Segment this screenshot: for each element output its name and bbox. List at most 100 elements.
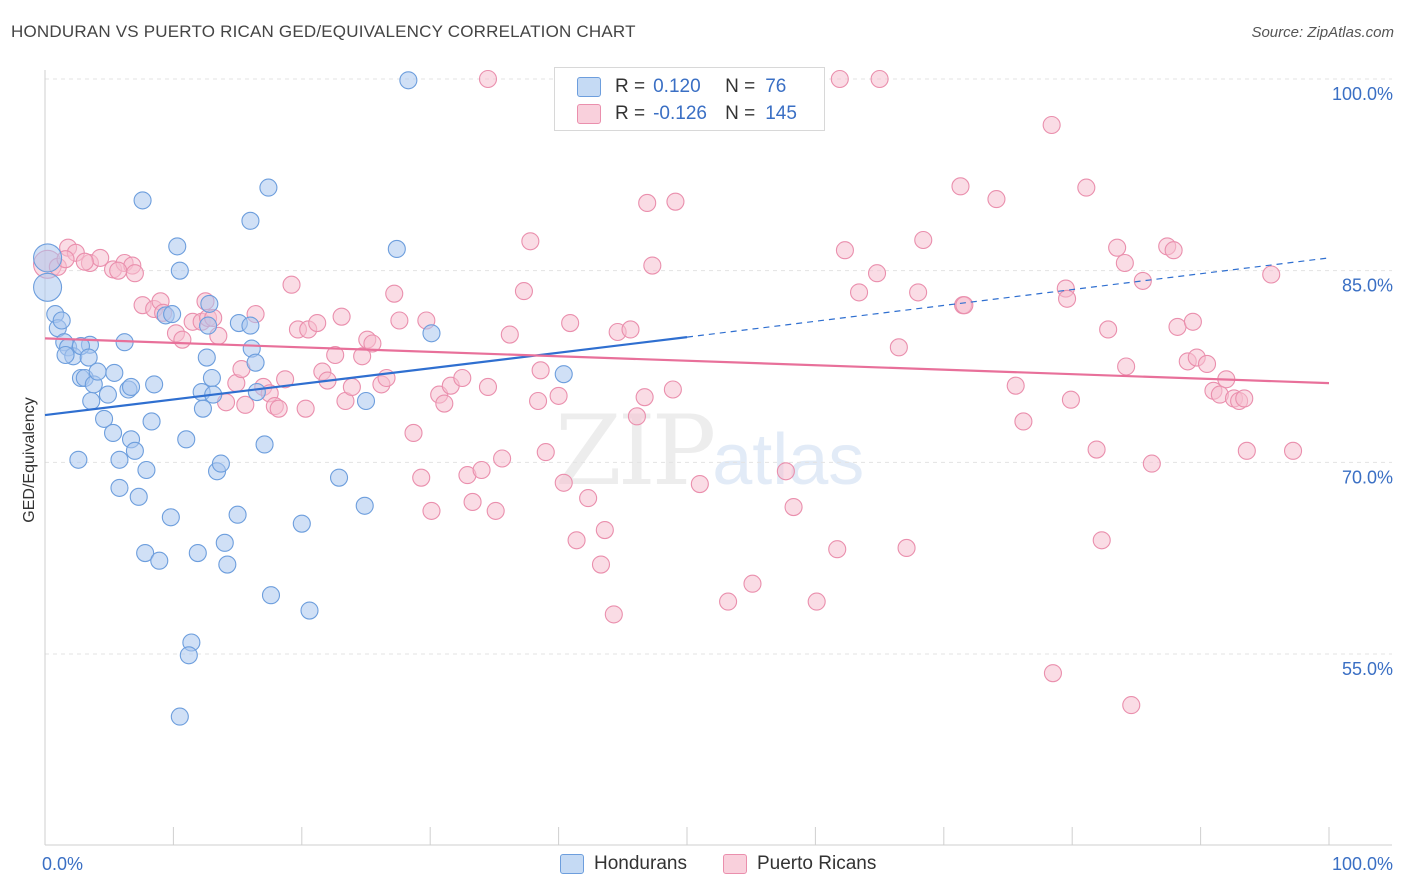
- honduran-point: [136, 544, 155, 563]
- honduran-point: [110, 478, 129, 497]
- puerto-rican-point: [1043, 664, 1062, 683]
- honduran-point: [125, 441, 144, 460]
- puerto-rican-point: [404, 423, 423, 442]
- puerto-rican-point: [1164, 241, 1183, 260]
- y-tick-label: 100.0%: [1332, 84, 1393, 104]
- puerto-rican-point: [561, 314, 580, 333]
- puerto-rican-point: [909, 283, 928, 302]
- legend-row-hondurans: R = 0.120 N = 76: [577, 75, 786, 99]
- x-tick-label: 0.0%: [42, 854, 83, 874]
- puerto-rican-point: [478, 377, 498, 396]
- puerto-rican-point: [269, 399, 288, 418]
- legend-n-label: N =: [725, 103, 756, 124]
- honduran-point: [133, 191, 152, 210]
- puerto-rican-point: [870, 69, 889, 89]
- bottom-legend-swatch-hondurans: [560, 854, 584, 874]
- puerto-rican-point: [1117, 357, 1136, 376]
- y-tick-label: 70.0%: [1342, 467, 1393, 487]
- puerto-rican-point: [554, 473, 573, 492]
- honduran-point: [422, 324, 441, 343]
- honduran-point: [137, 460, 156, 480]
- honduran-point: [355, 496, 374, 515]
- puerto-rican-point: [549, 386, 568, 405]
- honduran-point: [241, 316, 260, 335]
- puerto-rican-point: [390, 311, 409, 330]
- honduran-point: [110, 450, 129, 469]
- puerto-rican-point: [75, 252, 94, 271]
- puerto-rican-point: [1014, 412, 1033, 431]
- puerto-rican-point: [486, 501, 505, 520]
- honduran-point: [168, 237, 187, 256]
- puerto-rican-point: [690, 475, 709, 494]
- legend-r-label: R =: [615, 103, 646, 124]
- honduran-point: [188, 544, 207, 563]
- puerto-rican-point: [1099, 320, 1118, 339]
- honduran-point: [329, 468, 349, 487]
- honduran-point: [33, 243, 63, 273]
- puerto-rican-point: [536, 443, 555, 462]
- puerto-rican-point: [1042, 115, 1061, 135]
- honduran-point: [202, 368, 221, 388]
- puerto-rican-point: [604, 605, 623, 624]
- puerto-rican-point: [1006, 376, 1025, 395]
- honduran-point: [105, 363, 124, 382]
- puerto-rican-point: [236, 395, 255, 414]
- puerto-rican-point: [493, 449, 512, 468]
- puerto-rican-point: [621, 320, 640, 339]
- honduran-point: [52, 311, 71, 330]
- puerto-rican-point: [332, 307, 351, 326]
- bottom-legend-puerto-ricans: Puerto Ricans: [723, 852, 876, 876]
- honduran-point: [255, 435, 274, 454]
- legend-n-value: 76: [765, 76, 787, 97]
- honduran-point: [79, 348, 98, 367]
- puerto-rican-point: [1058, 289, 1077, 308]
- honduran-point: [218, 555, 237, 574]
- honduran-point: [399, 71, 418, 90]
- puerto-rican-point: [591, 555, 611, 574]
- puerto-rican-point: [109, 261, 128, 280]
- puerto-rican-trend-line: [44, 337, 1330, 385]
- bottom-legend-swatch-puerto-ricans: [723, 854, 747, 874]
- puerto-rican-point: [719, 592, 738, 611]
- puerto-rican-point: [643, 256, 662, 275]
- puerto-rican-point: [1115, 253, 1134, 273]
- puerto-rican-point: [1087, 440, 1106, 459]
- puerto-rican-point: [453, 368, 472, 388]
- puerto-rican-point: [1262, 265, 1281, 284]
- puerto-rican-point: [529, 391, 548, 411]
- puerto-rican-point: [889, 338, 908, 357]
- puerto-rican-point: [666, 192, 685, 211]
- bottom-legend-label-puerto-ricans: Puerto Ricans: [757, 853, 877, 874]
- puerto-rican-point: [638, 193, 657, 212]
- x-tick-label: 100.0%: [1332, 854, 1393, 874]
- honduran-point: [95, 409, 114, 428]
- honduran-point: [163, 305, 182, 324]
- honduran-point: [261, 586, 281, 605]
- honduran-trend-extension: [686, 257, 1330, 338]
- source-credit: Source: ZipAtlas.com: [1251, 24, 1394, 41]
- puerto-rican-point: [531, 361, 550, 380]
- puerto-rican-point: [363, 334, 382, 353]
- honduran-point: [387, 239, 406, 258]
- puerto-rican-point: [1168, 317, 1187, 336]
- honduran-trend-line: [44, 336, 688, 417]
- honduran-point: [150, 551, 169, 570]
- puerto-rican-point: [743, 574, 762, 593]
- honduran-point: [211, 454, 230, 473]
- legend-n-label: N =: [725, 76, 756, 97]
- puerto-rican-point: [579, 489, 598, 508]
- honduran-point: [33, 272, 63, 302]
- puerto-rican-point: [835, 241, 854, 260]
- legend-r-label: R =: [615, 76, 646, 97]
- honduran-point: [199, 316, 218, 335]
- honduran-point: [177, 430, 196, 449]
- honduran-point: [121, 377, 141, 396]
- honduran-point: [241, 211, 260, 230]
- legend-r-value: -0.126: [653, 103, 707, 124]
- puerto-rican-point: [173, 330, 192, 349]
- legend-row-puerto-ricans: R = -0.126 N = 145: [577, 102, 797, 126]
- honduran-point: [69, 450, 88, 469]
- puerto-rican-point: [987, 190, 1006, 209]
- puerto-rican-point: [296, 399, 315, 418]
- honduran-point: [170, 261, 189, 280]
